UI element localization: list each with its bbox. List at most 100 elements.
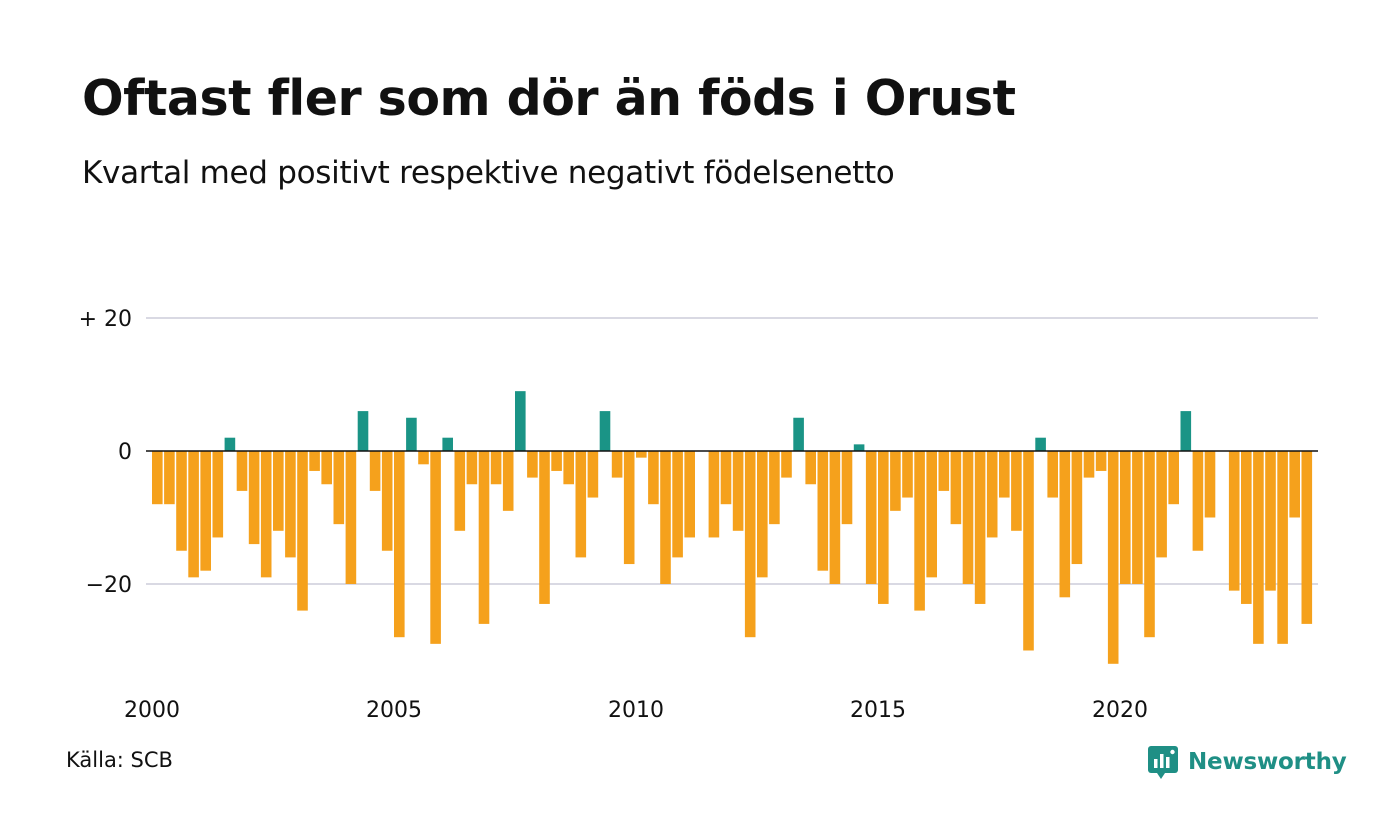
bar [781, 451, 792, 478]
bar [1301, 451, 1313, 624]
bar [1168, 451, 1179, 505]
bar [1023, 451, 1034, 651]
bar [297, 451, 308, 611]
bar [1071, 451, 1083, 565]
bar [527, 451, 538, 478]
bar [406, 417, 417, 451]
bar [188, 451, 199, 578]
bar [1120, 451, 1131, 584]
bar [962, 451, 974, 584]
bar [744, 451, 756, 638]
bar [454, 451, 466, 531]
x-tick-label: 2020 [1092, 698, 1148, 723]
bar [1047, 451, 1058, 498]
bar [357, 411, 369, 451]
bar [599, 411, 611, 451]
bar [865, 451, 877, 584]
bar [1083, 451, 1095, 478]
bar [817, 451, 829, 571]
bar [345, 451, 357, 584]
x-tick-label: 2010 [608, 698, 664, 723]
bar [757, 451, 768, 578]
bar [1241, 451, 1252, 604]
bar [164, 451, 175, 505]
chart-title: Oftast fler som dör än föds i Orust [82, 70, 1016, 127]
bar [381, 451, 393, 551]
y-tick-label: 0 [118, 440, 132, 465]
bar [236, 451, 248, 491]
x-tick-label: 2000 [124, 698, 180, 723]
x-tick-label: 2015 [850, 698, 906, 723]
bar [926, 451, 937, 578]
bar [575, 451, 587, 558]
bar [708, 451, 720, 538]
bar [176, 451, 187, 551]
source-label: Källa: SCB [66, 748, 173, 772]
bar [1011, 451, 1022, 531]
bar [539, 451, 550, 604]
bar [853, 444, 865, 451]
bar [890, 451, 901, 511]
bar [515, 391, 526, 451]
bar [1144, 451, 1155, 638]
y-tick-label: −20 [86, 573, 132, 598]
brand-name: Newsworthy [1188, 749, 1347, 775]
bar [793, 417, 804, 451]
y-tick-label: + 20 [79, 307, 132, 332]
bar [587, 451, 599, 498]
bar [418, 451, 429, 465]
bar [805, 451, 816, 485]
bar [466, 451, 478, 485]
bar [660, 451, 671, 584]
bar [1265, 451, 1276, 591]
bar [212, 451, 224, 538]
bar [1204, 451, 1216, 518]
bar [611, 451, 623, 478]
bar [1035, 437, 1046, 451]
brand-logo: Newsworthy [1148, 742, 1347, 782]
chart-subtitle: Kvartal med positivt respektive negativt… [82, 155, 895, 191]
bar [938, 451, 950, 491]
bar [1192, 451, 1204, 551]
bar [285, 451, 296, 558]
bar [672, 451, 683, 558]
bar [1095, 451, 1107, 471]
newsworthy-logo-icon [1148, 746, 1178, 779]
bar [333, 451, 345, 525]
bar [369, 451, 381, 491]
bar [430, 451, 441, 644]
bar [623, 451, 635, 565]
bar [502, 451, 514, 511]
bar [200, 451, 211, 571]
bar [1059, 451, 1071, 598]
bar [914, 451, 925, 611]
bars [152, 391, 1313, 664]
bar [1253, 451, 1264, 644]
bar [1132, 451, 1143, 584]
bar [321, 451, 332, 485]
bar [950, 451, 962, 525]
bar [224, 437, 236, 451]
bar [248, 451, 260, 545]
bar [829, 451, 841, 584]
bar [273, 451, 284, 531]
bar [551, 451, 562, 471]
bar [878, 451, 889, 604]
bar [152, 451, 163, 505]
x-tick-label: 2005 [366, 698, 422, 723]
bar [1228, 451, 1240, 591]
bar [1289, 451, 1300, 518]
bar [986, 451, 998, 538]
bar [648, 451, 659, 505]
y-axis-ticks: + 20 0 −20 [79, 307, 132, 598]
bar [974, 451, 986, 604]
x-axis-ticks: 2000 2005 2010 2015 2020 [124, 698, 1148, 723]
bar [841, 451, 853, 525]
bar [1277, 451, 1288, 644]
bar [732, 451, 744, 531]
bar [902, 451, 913, 498]
bar [442, 437, 453, 451]
bar [999, 451, 1010, 498]
bar [490, 451, 502, 485]
